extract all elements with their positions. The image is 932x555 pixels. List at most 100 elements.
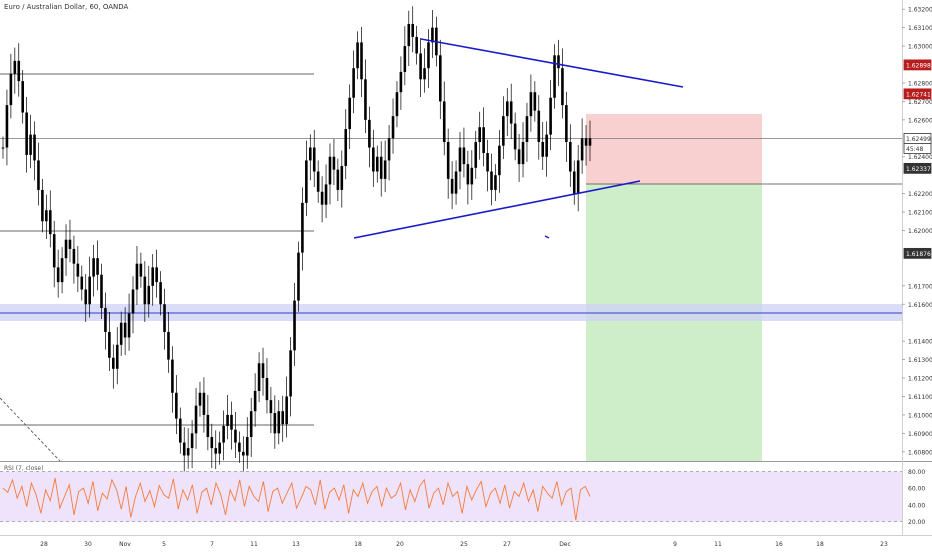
rsi-title: RSI (7, close): [4, 465, 44, 472]
candle-body: [360, 42, 363, 80]
candle-body: [482, 127, 485, 154]
candle-body: [305, 160, 308, 203]
candle-body: [202, 392, 206, 415]
candle-body: [171, 359, 174, 393]
candle-body: [182, 442, 186, 456]
candle-body: [234, 429, 237, 443]
candle-body: [541, 141, 545, 157]
rsi-tick-label: 60.00: [908, 486, 925, 493]
price-label-text: 45:48: [906, 146, 923, 153]
candle-body: [533, 92, 537, 111]
y-tick-label: 1.61700: [908, 283, 932, 290]
candle-body: [478, 127, 481, 142]
candle-body: [557, 55, 560, 69]
candle-body: [131, 289, 135, 314]
candle-body: [588, 138, 592, 146]
x-tick-label: 20: [396, 541, 404, 548]
candle-body: [411, 23, 415, 37]
candle-body: [45, 210, 48, 222]
rsi-tick-label: 40.00: [908, 502, 925, 509]
candle-body: [502, 116, 505, 146]
candle-body: [423, 68, 426, 80]
candle-body: [190, 433, 194, 449]
candle-body: [486, 153, 489, 172]
candle-body: [245, 437, 249, 456]
candle-body: [139, 263, 143, 277]
candle-body: [214, 448, 218, 454]
candle-body: [123, 322, 127, 338]
candle-body: [1, 147, 5, 149]
candle-body: [584, 138, 588, 146]
candle-body: [226, 414, 229, 426]
candle-body: [348, 97, 351, 130]
candle-body: [238, 442, 241, 452]
candle-body: [48, 210, 52, 235]
candle-body: [364, 79, 367, 120]
candle-body: [273, 413, 277, 434]
price-label-box: [903, 247, 932, 259]
candle-body: [60, 258, 64, 283]
candle-body: [21, 81, 24, 113]
candle-body: [490, 171, 493, 190]
lower-trendline: [353, 180, 641, 239]
candle-body: [194, 405, 198, 434]
candle-body: [135, 263, 139, 290]
candle-body: [112, 357, 115, 369]
candle-body: [289, 350, 292, 397]
candle-body: [438, 55, 442, 102]
candle-body: [155, 267, 158, 283]
candle-body: [293, 300, 296, 351]
candle-body: [569, 141, 572, 172]
price-label-box: [903, 88, 932, 100]
y-tick-label: 1.61000: [908, 412, 932, 419]
candle-body: [494, 175, 497, 190]
rsi-tick-label: 20.00: [908, 519, 925, 526]
candle-body: [525, 116, 529, 142]
candle-body: [285, 396, 288, 425]
y-tick-label: 1.62200: [908, 191, 932, 198]
candle-body: [127, 313, 131, 338]
x-tick-label: 16: [775, 541, 783, 548]
x-tick-label: 9: [673, 541, 677, 548]
candle-body: [29, 134, 32, 155]
candle-body: [466, 164, 470, 185]
price-label: 1.62499: [903, 133, 932, 144]
candle-body: [297, 252, 300, 301]
candle-body: [407, 23, 411, 47]
candle-body: [80, 276, 84, 290]
candle-body: [198, 392, 202, 406]
candle-body: [37, 160, 40, 190]
candle-body: [517, 149, 521, 165]
candle-body: [249, 411, 253, 438]
y-tick-label: 1.61300: [908, 357, 932, 364]
candle-body: [76, 263, 80, 277]
rsi-panel: 80.00 60.00 40.00 20.00: [0, 469, 925, 526]
dashed-trend-line: [0, 397, 61, 462]
candle-body: [498, 145, 501, 176]
candle-body: [458, 147, 462, 172]
candle-body: [159, 282, 162, 305]
candle-body: [454, 171, 458, 194]
price-label: 1.62898: [903, 59, 932, 71]
candle-body: [253, 390, 257, 412]
candle-body: [25, 112, 28, 155]
candle-body: [5, 105, 9, 148]
candle-body: [513, 123, 517, 150]
candle-body: [340, 165, 344, 190]
price-label-box: [903, 162, 932, 174]
candle-body: [277, 411, 281, 434]
candle-body: [218, 442, 221, 454]
rsi-line: [2, 478, 591, 521]
candle-body: [446, 141, 450, 179]
candle-body: [324, 184, 328, 205]
candle-body: [576, 160, 580, 194]
candle-body: [352, 68, 355, 98]
candle-body: [143, 276, 147, 305]
candle-body: [64, 239, 68, 259]
candle-body: [88, 276, 91, 305]
candle-body: [553, 55, 556, 98]
stop-loss-zone: [586, 114, 762, 184]
x-tick-label: 13: [292, 541, 300, 548]
candle-body: [427, 42, 430, 69]
